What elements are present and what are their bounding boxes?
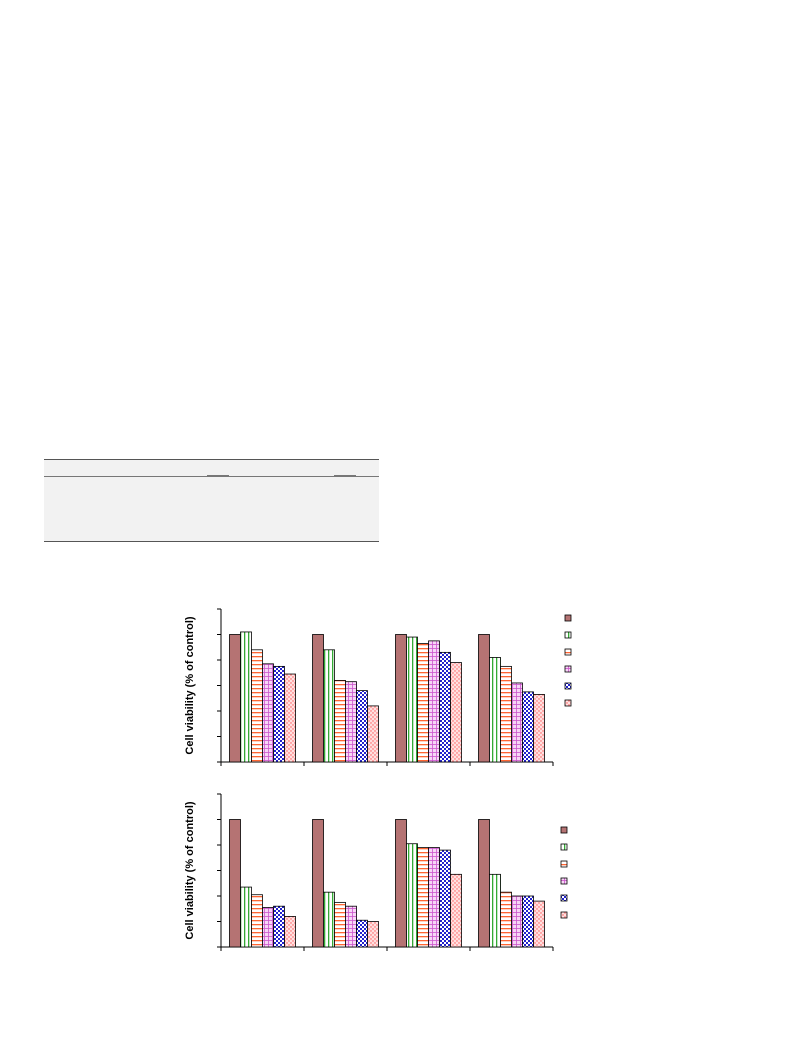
legend-swatch	[564, 648, 572, 656]
bar	[323, 649, 335, 763]
bar	[356, 919, 368, 948]
bar	[323, 891, 335, 948]
bar-chart: Cell viability (% of control)	[184, 608, 572, 766]
bar-chart: Cell viability (% of control)	[184, 793, 568, 951]
legend-swatch	[564, 682, 572, 690]
bar	[522, 895, 534, 948]
y-axis-label: Cell viability (% of control)	[184, 801, 196, 939]
legend-swatch	[560, 877, 568, 885]
table-box	[44, 459, 379, 542]
bar	[439, 651, 451, 763]
bar	[395, 819, 407, 948]
bar	[273, 905, 285, 948]
bar	[500, 891, 512, 948]
bar	[478, 819, 490, 948]
bar	[229, 634, 241, 763]
bar	[229, 819, 241, 948]
bar	[439, 849, 451, 948]
bar	[273, 665, 285, 763]
bar	[417, 643, 429, 763]
legend-swatch	[564, 631, 572, 639]
bar	[500, 665, 512, 763]
bar	[489, 873, 501, 948]
bar	[262, 907, 274, 948]
bar	[511, 895, 523, 948]
y-axis-label: Cell viability (% of control)	[184, 616, 196, 754]
legend-swatch	[564, 614, 572, 622]
bar	[240, 886, 252, 948]
bar	[334, 901, 346, 948]
bar	[428, 640, 440, 763]
bar	[367, 705, 379, 763]
bar	[450, 873, 462, 948]
bar	[406, 636, 418, 763]
bar	[428, 847, 440, 948]
bar	[533, 900, 545, 948]
legend-swatch	[560, 843, 568, 851]
bar	[262, 663, 274, 763]
bar	[533, 694, 545, 763]
bar	[522, 691, 534, 763]
legend-swatch	[560, 911, 568, 919]
bar	[312, 634, 324, 763]
legend-swatch	[564, 665, 572, 673]
bar	[478, 634, 490, 763]
bar	[312, 819, 324, 948]
legend-swatch	[560, 860, 568, 868]
bar	[251, 894, 263, 948]
legend-swatch	[564, 699, 572, 707]
legend-swatch	[560, 826, 568, 834]
bar	[489, 657, 501, 763]
bar	[251, 649, 263, 763]
bar	[356, 690, 368, 763]
bar	[395, 634, 407, 763]
bar	[417, 847, 429, 948]
bar	[284, 916, 296, 948]
bar	[284, 673, 296, 763]
legend-swatch	[560, 894, 568, 902]
bar	[345, 905, 357, 948]
bar	[334, 680, 346, 763]
bar	[240, 631, 252, 763]
bar	[406, 843, 418, 948]
bar	[367, 921, 379, 948]
bar	[450, 662, 462, 763]
bar	[345, 681, 357, 763]
bar	[511, 682, 523, 763]
